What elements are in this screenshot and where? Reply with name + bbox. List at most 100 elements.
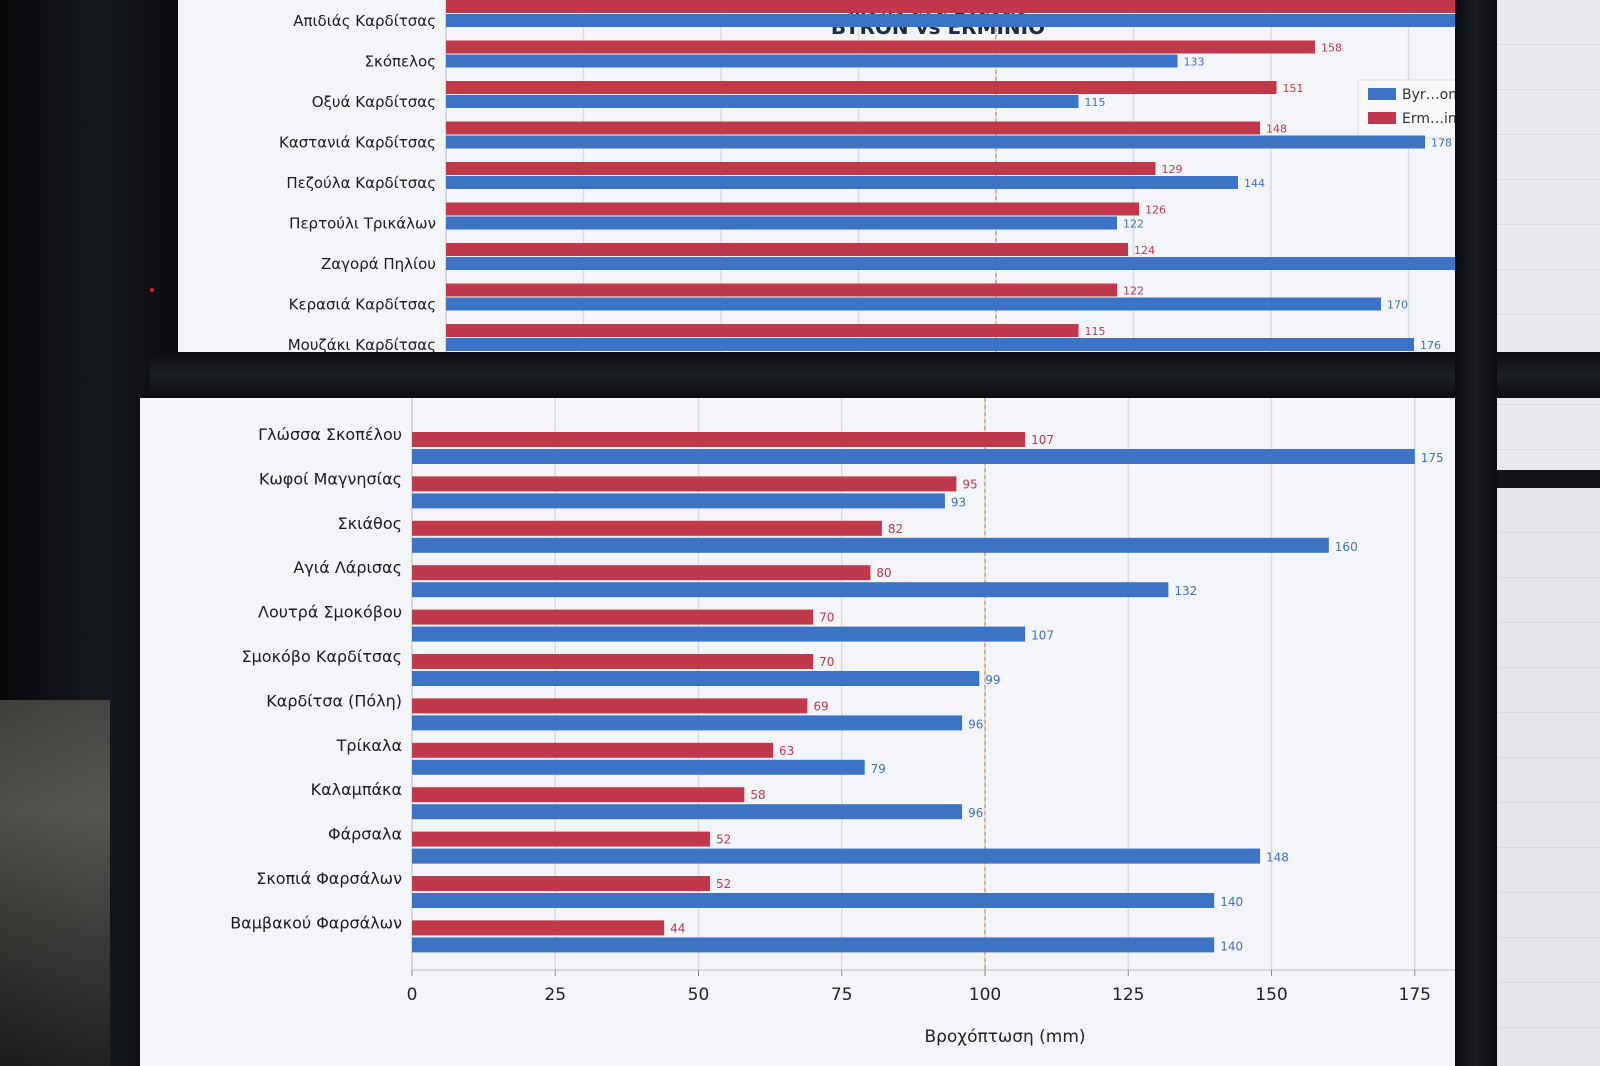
top-chart: …σης ανά ΣταθμόBYRON vs ERMINIOByr…on (0… [279, 0, 1456, 352]
bar-erminio [446, 283, 1117, 297]
category-label: Αγιά Λάρισας [293, 558, 402, 577]
bar-erminio [446, 121, 1260, 135]
value-label-byron: 115 [1085, 96, 1106, 109]
value-label-erminio: 52 [716, 877, 731, 891]
bar-byron [412, 804, 963, 820]
category-label: Περτούλι Τρικάλων [289, 215, 436, 233]
bar-erminio [412, 520, 882, 536]
bottom-screen: 107 175 Γλώσσα Σκοπέλου 95 93 Κωφοί Μαγνησίας… [140, 398, 1455, 1066]
screen-bezel-vertical [1455, 0, 1497, 1066]
bar-byron [412, 449, 1415, 464]
category-label: Βαμβακού Φαρσάλων [230, 913, 402, 932]
value-label-byron: 99 [985, 673, 1000, 687]
bar-byron [412, 893, 1215, 908]
bar-erminio [412, 698, 808, 714]
value-label-erminio: 129 [1162, 163, 1183, 176]
category-label: Καστανιά Καρδίτσας [279, 134, 436, 152]
x-tick-label: 50 [688, 985, 710, 1005]
value-label-byron: 160 [1335, 540, 1358, 554]
category-label: Λουτρά Σμοκόβου [258, 603, 402, 622]
x-tick-label: 0 [407, 985, 418, 1005]
power-led [150, 288, 154, 292]
bar-byron [446, 14, 1456, 27]
x-axis-title: Βροχόπτωση (mm) [924, 1027, 1085, 1047]
screen-bezel-horizontal [150, 352, 1600, 398]
value-label-erminio: 95 [962, 477, 977, 491]
x-tick-label: 175 [1399, 985, 1431, 1005]
category-label: Φάρσαλα [328, 825, 402, 844]
value-label-erminio: 124 [1134, 244, 1155, 257]
category-label: Μουζάκι Καρδίτσας [288, 336, 436, 352]
category-label: Γλώσσα Σκοπέλου [258, 425, 402, 444]
value-label-erminio: 126 [1145, 204, 1166, 217]
value-label-byron: 133 [1184, 56, 1205, 69]
value-label-byron: 170 [1387, 299, 1408, 312]
value-label-byron: 175 [1421, 451, 1444, 465]
value-label-erminio: 44 [670, 921, 685, 935]
bar-erminio [446, 0, 1456, 13]
category-label: Σκόπελος [365, 53, 437, 71]
bar-erminio [412, 654, 814, 669]
category-label: Σκοπιά Φαρσάλων [256, 869, 402, 888]
bar-byron [412, 671, 980, 686]
bar-byron [446, 135, 1425, 149]
bar-erminio [412, 920, 665, 936]
bar-byron [446, 176, 1238, 189]
bar-erminio [446, 324, 1079, 337]
value-label-erminio: 122 [1123, 285, 1144, 298]
category-label: Σκιάθος [338, 514, 402, 533]
bar-erminio [446, 81, 1277, 94]
legend-label-erminio: Erm…inio (01-02/04/20… [1402, 111, 1456, 127]
top-screen: …σης ανά ΣταθμόBYRON vs ERMINIOByr…on (0… [178, 0, 1456, 352]
bar-byron [446, 338, 1414, 351]
legend-label-byron: Byr…on (05-06/12/202… [1402, 87, 1456, 103]
bar-byron [412, 759, 865, 775]
x-tick-label: 25 [544, 985, 566, 1005]
bar-erminio [412, 787, 745, 803]
bar-erminio [412, 476, 957, 492]
value-label-byron: 96 [968, 806, 983, 820]
value-label-byron: 144 [1244, 177, 1265, 190]
category-label: Πεζούλα Καρδίτσας [286, 174, 436, 192]
bar-byron [412, 537, 1329, 553]
category-label: Καλαμπάκα [311, 780, 402, 799]
value-label-erminio: 82 [888, 522, 903, 536]
value-label-byron: 107 [1031, 629, 1054, 643]
value-label-byron: 148 [1266, 851, 1289, 865]
value-label-byron: 178 [1431, 137, 1452, 150]
category-label: Απιδιάς Καρδίτσας [293, 12, 436, 30]
legend-swatch-erminio [1368, 112, 1396, 124]
bar-erminio [412, 742, 773, 758]
value-label-byron: 93 [951, 495, 966, 509]
value-label-byron: 79 [871, 762, 886, 776]
value-label-erminio: 80 [876, 566, 891, 580]
bar-erminio [446, 202, 1139, 216]
bar-byron [412, 848, 1261, 864]
bar-erminio [446, 162, 1156, 175]
x-tick-label: 125 [1112, 985, 1144, 1005]
x-tick-label: 150 [1255, 985, 1287, 1005]
bar-byron [446, 257, 1456, 270]
bar-byron [412, 582, 1169, 598]
bar-erminio [412, 565, 871, 581]
bar-byron [446, 54, 1178, 68]
legend-swatch-byron [1368, 88, 1396, 100]
value-label-byron: 140 [1220, 939, 1243, 953]
bar-erminio [446, 243, 1128, 256]
value-label-erminio: 52 [716, 833, 731, 847]
value-label-erminio: 115 [1085, 325, 1106, 338]
value-label-byron: 132 [1174, 584, 1197, 598]
bar-erminio [412, 609, 814, 625]
x-tick-label: 75 [831, 985, 853, 1005]
bar-erminio [412, 432, 1026, 447]
right-bottom-screen [1497, 488, 1600, 1066]
category-label: Κωφοί Μαγνησίας [259, 469, 402, 488]
value-label-byron: 176 [1420, 339, 1441, 352]
x-tick-label: 100 [969, 985, 1001, 1005]
right-top-screen [1497, 0, 1600, 470]
value-label-erminio: 70 [819, 655, 834, 669]
value-label-erminio: 107 [1031, 433, 1054, 447]
value-label-byron: 96 [968, 717, 983, 731]
bar-erminio [412, 876, 710, 891]
category-label: Καρδίτσα (Πόλη) [266, 691, 402, 710]
